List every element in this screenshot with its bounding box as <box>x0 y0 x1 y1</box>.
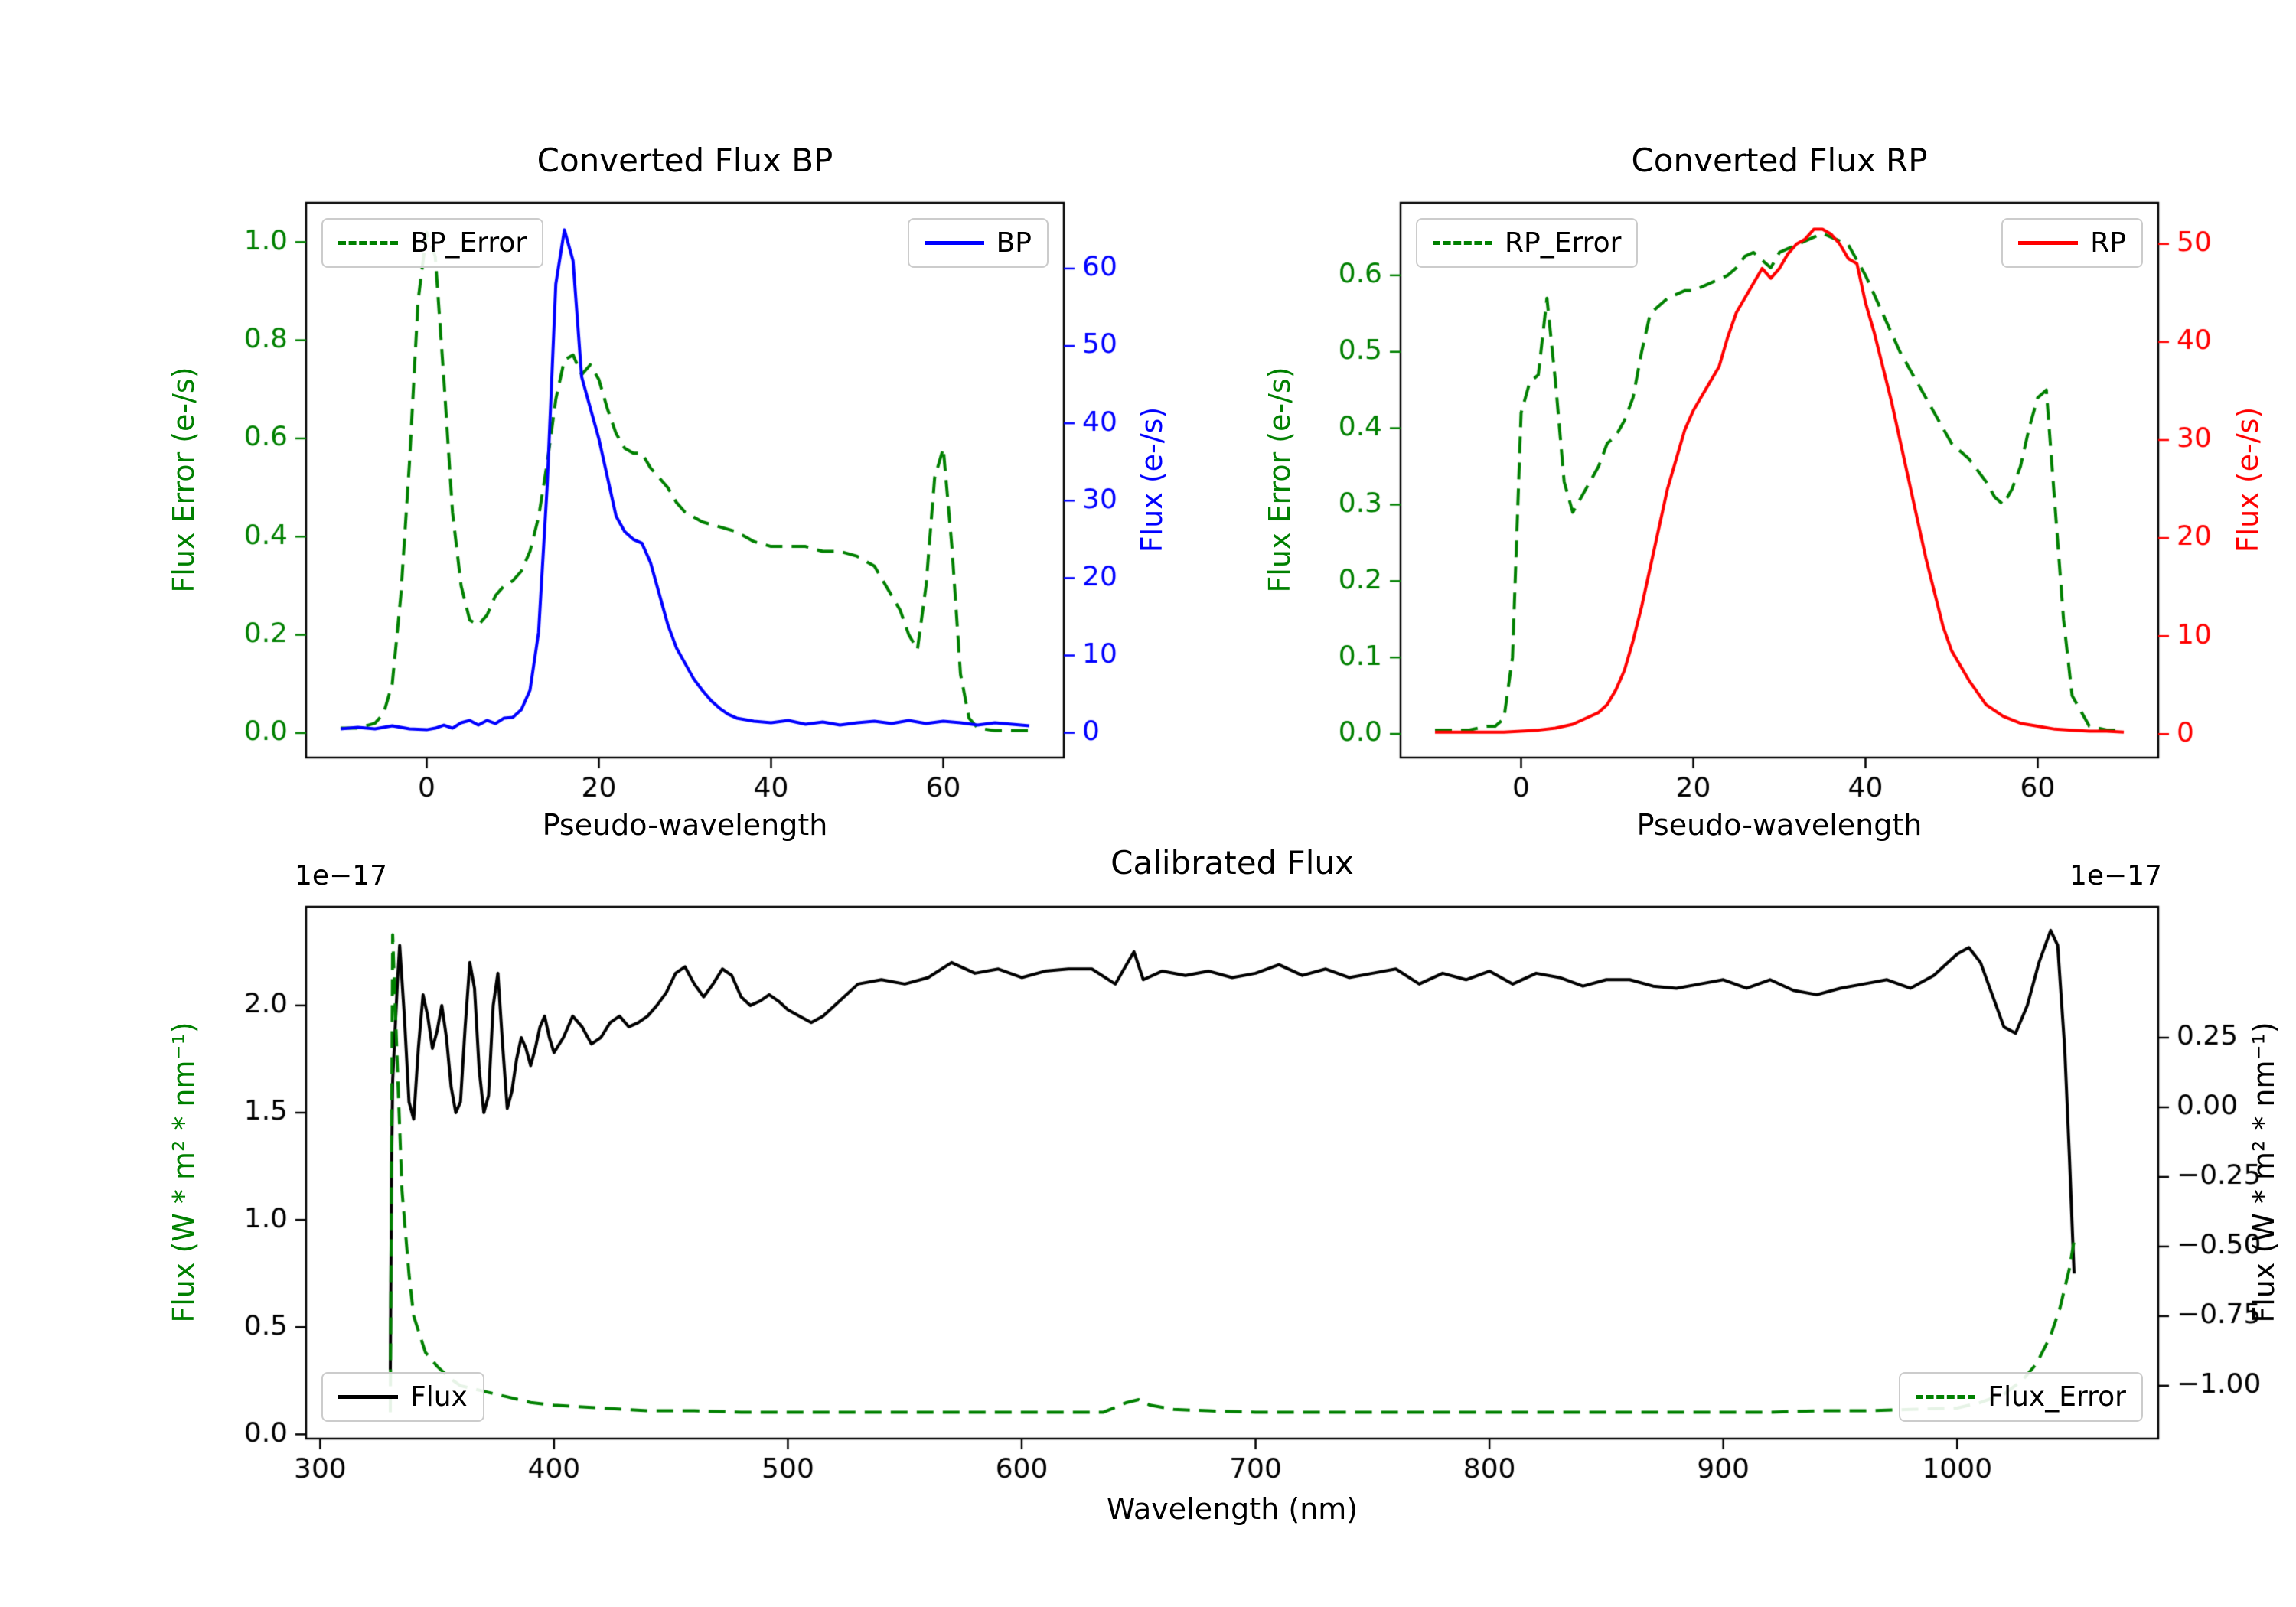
legend-line-solid-icon <box>2018 241 2079 245</box>
legend-rp-error: RP_Error <box>1416 218 1639 268</box>
legend-rp: RP <box>2001 218 2143 268</box>
legend-label: RP <box>2090 227 2126 259</box>
left-axis-scale-offset: 1e−17 <box>295 860 388 892</box>
legend-bp: BP <box>907 218 1049 268</box>
chart-title-bp: Converted Flux BP <box>536 142 833 179</box>
legend-line-dashed-icon <box>1433 241 1492 245</box>
legend-line-dashed-icon <box>1916 1395 1976 1399</box>
legend-flux-error: Flux_Error <box>1899 1372 2143 1422</box>
legend-label: RP_Error <box>1505 227 1622 259</box>
legend-label: Flux <box>410 1381 468 1413</box>
rp-left-axis-label: Flux Error (e-/s) <box>1263 367 1296 593</box>
bp-right-axis-label: Flux (e-/s) <box>1135 406 1169 553</box>
legend-label: Flux_Error <box>1988 1381 2126 1413</box>
legend-label: BP <box>996 227 1032 259</box>
legend-line-solid-icon <box>924 241 984 245</box>
legend-line-dashed-icon <box>338 241 398 245</box>
legend-label: BP_Error <box>410 227 527 259</box>
bp-x-axis-label: Pseudo-wavelength <box>542 808 828 842</box>
cal-x-axis-label: Wavelength (nm) <box>1106 1492 1358 1526</box>
legend-line-solid-icon <box>338 1395 398 1399</box>
bp-left-axis-label: Flux Error (e-/s) <box>167 367 201 593</box>
right-axis-scale-offset: 1e−17 <box>2069 860 2162 892</box>
cal-right-axis-label: Flux (W * m² * nm⁻¹) <box>2247 1022 2281 1323</box>
rp-right-axis-label: Flux (e-/s) <box>2231 406 2265 553</box>
chart-title-rp: Converted Flux RP <box>1631 142 1928 179</box>
rp-x-axis-label: Pseudo-wavelength <box>1636 808 1923 842</box>
legend-bp-error: BP_Error <box>321 218 544 268</box>
chart-title-calibrated: Calibrated Flux <box>1110 844 1354 882</box>
legend-flux: Flux <box>321 1372 484 1422</box>
cal-left-axis-label: Flux (W * m² * nm⁻¹) <box>167 1022 201 1323</box>
